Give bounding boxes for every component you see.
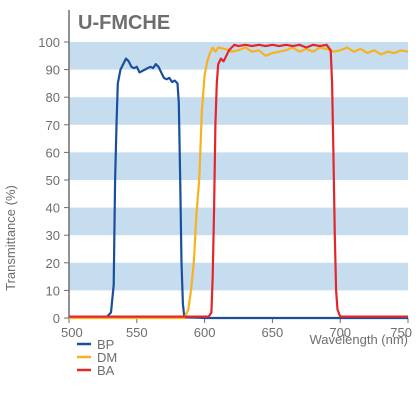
legend-label-dm: DM xyxy=(97,350,117,365)
y-tick-label: 70 xyxy=(46,118,60,133)
x-tick-label: 700 xyxy=(329,325,351,340)
y-tick-label: 100 xyxy=(38,35,60,50)
y-tick-label: 90 xyxy=(46,63,60,78)
x-axis-label: Wavelength (nm) xyxy=(310,332,409,347)
y-tick-label: 40 xyxy=(46,201,60,216)
series-line-bp xyxy=(69,57,408,320)
legend-label-ba: BA xyxy=(97,363,115,378)
y-tick-label: 10 xyxy=(46,283,60,298)
y-tick-label: 60 xyxy=(46,145,60,160)
x-tick-label: 550 xyxy=(126,325,148,340)
chart-title: U-FMCHE xyxy=(78,12,170,34)
y-tick-label: 0 xyxy=(53,311,60,326)
y-axis-label: Transmittance (%) xyxy=(3,185,18,291)
grid-band xyxy=(69,152,408,180)
grid-band xyxy=(69,207,408,236)
y-tick-label: 20 xyxy=(46,256,60,271)
y-tick-label: 50 xyxy=(46,173,60,188)
x-tick-label: 750 xyxy=(390,325,412,340)
y-tick-label: 80 xyxy=(46,90,60,105)
y-tick-label: 30 xyxy=(46,228,60,243)
grid-bands xyxy=(69,42,408,291)
legend-label-bp: BP xyxy=(97,337,114,352)
x-tick-label: 500 xyxy=(61,325,83,340)
x-tick-label: 650 xyxy=(262,325,284,340)
x-tick-label: 600 xyxy=(194,325,216,340)
grid-band xyxy=(69,262,408,291)
series-lines xyxy=(69,43,409,320)
tick-labels: 0 10 20 30 40 50 60 70 80 90 100 500 550 600 650 700 750 xyxy=(38,35,412,340)
series-line-ba xyxy=(69,43,408,318)
grid-band xyxy=(69,97,408,125)
series-line-dm xyxy=(69,46,409,320)
